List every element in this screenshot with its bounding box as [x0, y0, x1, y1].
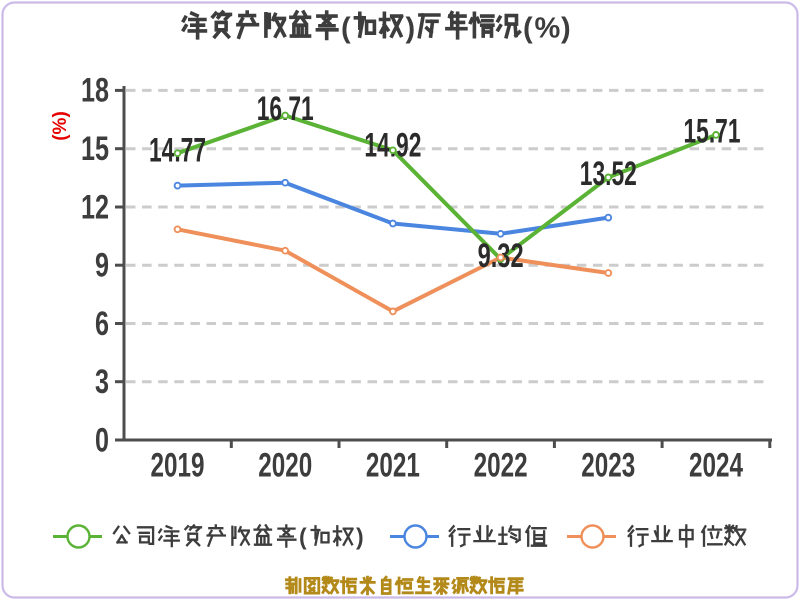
- svg-text:12: 12: [81, 188, 109, 226]
- svg-text:3: 3: [95, 363, 109, 401]
- svg-text:14.92: 14.92: [364, 126, 421, 164]
- svg-text:2024: 2024: [689, 447, 743, 485]
- svg-text:15: 15: [81, 130, 109, 168]
- svg-text:(: (: [341, 13, 351, 45]
- svg-text:(: (: [299, 524, 307, 550]
- svg-text:6: 6: [95, 305, 109, 343]
- svg-text:): ): [406, 13, 416, 45]
- svg-text:(: (: [523, 13, 533, 45]
- svg-text:): ): [561, 13, 571, 45]
- svg-text:0: 0: [95, 421, 109, 459]
- svg-text:2022: 2022: [474, 447, 528, 485]
- svg-text:9: 9: [95, 247, 109, 285]
- svg-text:15.71: 15.71: [684, 112, 741, 150]
- svg-text:2021: 2021: [366, 447, 420, 485]
- svg-text:2023: 2023: [581, 447, 635, 485]
- svg-text:2020: 2020: [258, 447, 312, 485]
- svg-text:%: %: [535, 13, 561, 45]
- svg-text:18: 18: [81, 72, 109, 110]
- svg-text:): ): [356, 524, 364, 550]
- svg-text:(%): (%): [50, 111, 71, 141]
- svg-text:2019: 2019: [151, 447, 205, 485]
- svg-text:16.71: 16.71: [257, 90, 314, 128]
